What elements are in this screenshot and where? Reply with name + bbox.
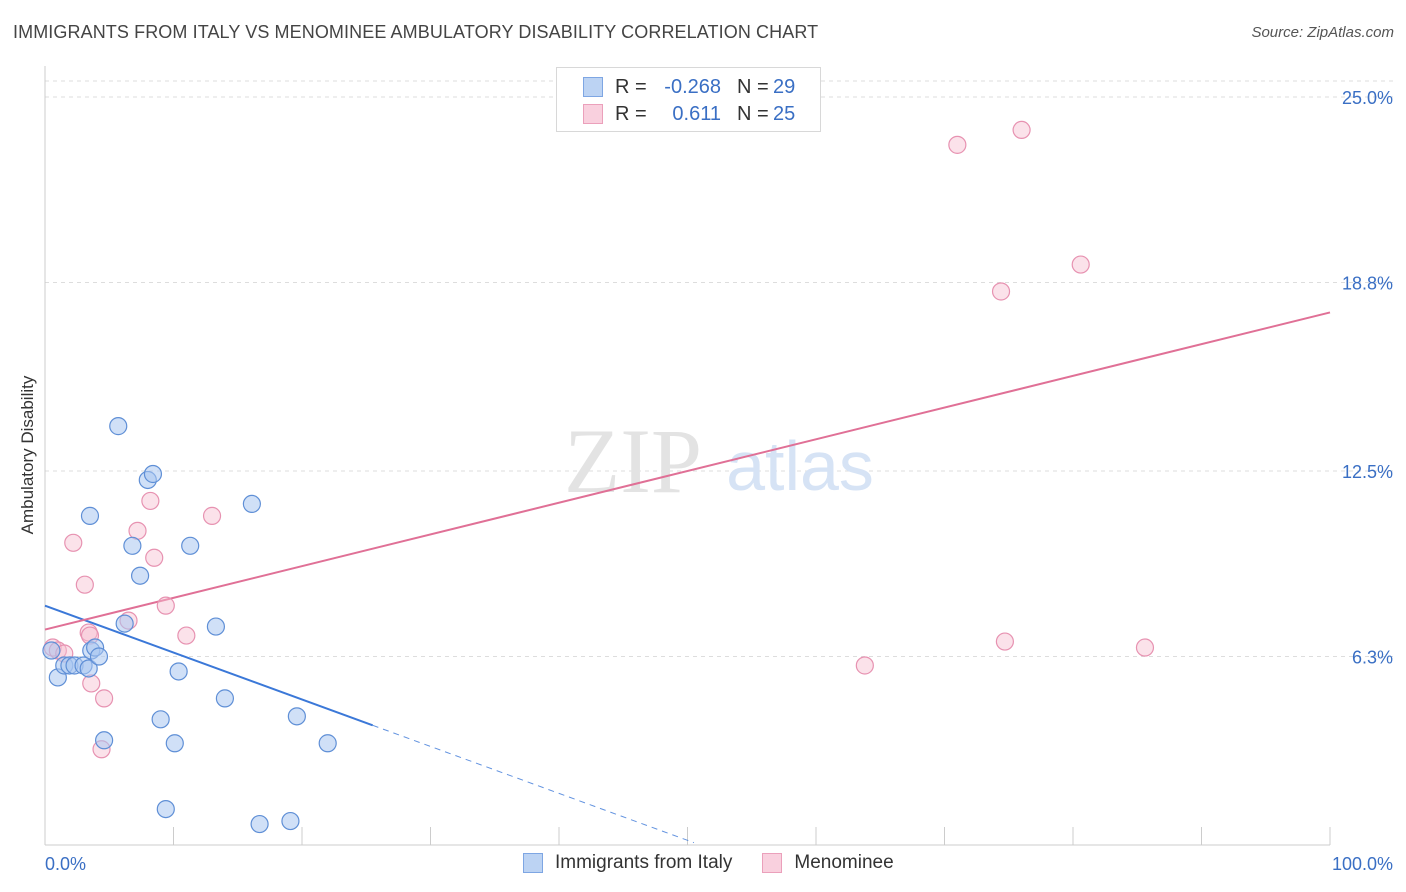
series-label-menominee: Menominee: [794, 852, 894, 873]
point-italy: [123, 536, 142, 555]
x-tick-label: 0.0%: [45, 854, 86, 874]
point-italy: [109, 417, 128, 436]
trend-line-menominee: [44, 311, 1331, 631]
point-italy: [215, 689, 234, 708]
y-tick-label: 6.3%: [1352, 648, 1393, 668]
trend-line-italy-extension: [372, 724, 695, 844]
trend-line-italy: [44, 604, 374, 727]
point-menominee: [177, 626, 196, 645]
y-tick-label: 12.5%: [1342, 462, 1393, 482]
legend-r-label: R =: [615, 102, 647, 125]
point-italy: [95, 731, 114, 750]
legend-swatch-pink: [583, 104, 603, 124]
point-italy: [42, 641, 61, 660]
point-italy: [242, 494, 261, 514]
data-points: [42, 120, 1155, 834]
series-legend-italy: Immigrants from Italy: [523, 852, 732, 874]
point-italy: [169, 662, 188, 681]
point-menominee: [75, 575, 94, 594]
point-menominee: [995, 632, 1014, 651]
point-menominee: [64, 533, 83, 552]
point-italy: [318, 734, 337, 753]
y-tick-label: 18.8%: [1342, 274, 1393, 294]
point-italy: [80, 506, 100, 525]
series-label-italy: Immigrants from Italy: [555, 852, 733, 873]
point-italy: [165, 734, 184, 753]
y-axis-label: Ambulatory Disability: [18, 375, 37, 535]
legend-n-value: 29: [773, 75, 796, 98]
legend-n-label: N =: [737, 75, 769, 98]
point-menominee: [79, 623, 98, 642]
stats-legend: R = -0.268 N = 29 R = 0.611 N = 25: [556, 67, 821, 132]
legend-r-value: 0.611: [672, 102, 721, 125]
point-italy: [281, 811, 300, 831]
x-tick-label: 100.0%: [1332, 854, 1393, 874]
point-menominee: [82, 674, 101, 693]
point-italy: [181, 536, 200, 555]
axes: [44, 66, 1331, 846]
point-menominee: [145, 548, 164, 567]
y-tick-label: 25.0%: [1342, 88, 1393, 108]
point-menominee: [141, 491, 160, 511]
point-italy: [130, 566, 150, 585]
watermark: ZIP atlas: [564, 410, 874, 512]
legend-swatch-blue: [583, 77, 603, 97]
point-italy: [151, 710, 170, 729]
tick-labels: 6.3% 12.5% 18.8% 25.0% 0.0% 100.0%: [45, 88, 1393, 874]
point-menominee: [991, 282, 1011, 301]
watermark-atlas: atlas: [726, 427, 874, 505]
series-swatch-blue: [523, 853, 543, 873]
series-legend-menominee: Menominee: [762, 852, 894, 874]
legend-row-menominee: R = 0.611 N = 25: [583, 102, 795, 126]
point-menominee: [948, 135, 967, 154]
point-italy: [143, 464, 163, 484]
point-menominee: [202, 506, 222, 525]
point-italy: [206, 617, 226, 636]
point-italy: [287, 707, 306, 726]
legend-r-label: R =: [615, 75, 647, 98]
point-menominee: [156, 596, 175, 615]
trend-lines: [44, 311, 1331, 844]
point-menominee: [95, 689, 114, 708]
point-italy: [89, 647, 109, 666]
series-swatch-pink: [762, 853, 783, 873]
legend-r-value: -0.268: [664, 75, 721, 98]
point-menominee: [1135, 638, 1155, 657]
series-legend: Immigrants from Italy Menominee: [523, 852, 924, 874]
legend-row-italy: R = -0.268 N = 29: [583, 75, 795, 99]
gridlines: [45, 80, 1395, 658]
legend-n-value: 25: [773, 102, 796, 125]
legend-n-label: N =: [737, 102, 769, 125]
point-italy: [115, 614, 134, 633]
point-menominee: [1012, 120, 1031, 140]
chart-title: IMMIGRANTS FROM ITALY VS MENOMINEE AMBUL…: [13, 22, 819, 42]
point-italy: [250, 814, 269, 834]
point-menominee: [855, 656, 874, 675]
point-italy: [79, 659, 98, 678]
point-menominee: [1071, 255, 1090, 274]
chart-source: Source: ZipAtlas.com: [1251, 24, 1394, 41]
point-italy: [156, 799, 175, 819]
